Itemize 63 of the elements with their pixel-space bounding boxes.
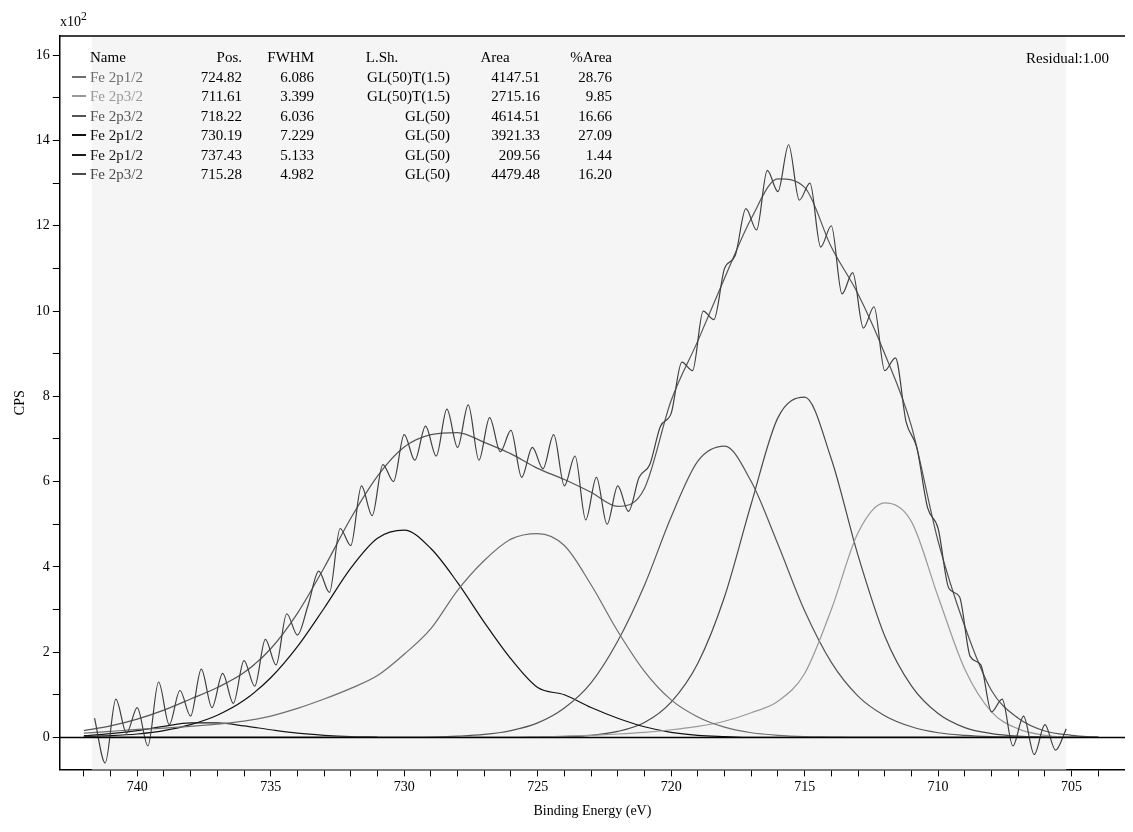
annotation: GL(50)	[404, 145, 450, 164]
annotation: 4.982	[279, 165, 314, 184]
y-axis-title: CPS	[12, 390, 28, 416]
x-tick-label: 710	[927, 779, 949, 795]
y-tick-label: 16	[35, 46, 50, 62]
y-tick-label: 0	[42, 729, 50, 745]
annotation: 3.399	[279, 87, 314, 106]
text: x10$^{2}$	[60, 10, 87, 30]
annotation: GL(50)	[404, 126, 450, 145]
y-tick-label: 2	[42, 643, 50, 659]
y-tick-label: 12	[35, 217, 50, 233]
y-tick-label: 10	[35, 302, 50, 318]
x-tick-label: 740	[126, 779, 148, 795]
legend-label: Fe 2p1/2	[90, 67, 143, 86]
legend-label: Fe 2p1/2	[90, 145, 143, 164]
x-tick-label: 720	[660, 779, 682, 795]
annotation: 1.44	[584, 145, 612, 164]
annotation: L.Sh.	[364, 48, 400, 67]
annotation: 2715.16	[490, 87, 540, 106]
annotation: FWHM	[266, 48, 314, 67]
annotation: 6.086	[279, 67, 314, 86]
annotation: 6.036	[279, 106, 314, 125]
legend-label: Fe 2p3/2	[90, 87, 143, 106]
annotation: GL(50)T(1.5)	[366, 67, 450, 86]
y-tick-label: 4	[42, 558, 50, 574]
annotation: 5.133	[279, 145, 314, 164]
x-tick-label: 705	[1061, 779, 1083, 795]
annotation: Pos.	[215, 48, 242, 67]
annotation: 16.66	[577, 106, 612, 125]
annotation: 209.56	[497, 145, 540, 164]
annotation: %Area	[569, 48, 612, 67]
annotation: 718.22	[199, 106, 242, 125]
annotation: 4479.48	[490, 165, 540, 184]
annotation: 7.229	[279, 126, 314, 145]
annotation: 27.09	[577, 126, 612, 145]
annotation: 730.19	[199, 126, 242, 145]
annotation: 3921.33	[490, 126, 540, 145]
annotation: 28.76	[577, 67, 612, 86]
y-tick-label: 8	[42, 387, 50, 403]
annotation: Residual:1.00	[1026, 50, 1109, 67]
x-axis-title: Binding Energy (eV)	[533, 803, 652, 820]
annotation: GL(50)	[404, 165, 450, 184]
annotation: 724.82	[199, 67, 242, 86]
annotation: 737.43	[199, 145, 242, 164]
annotation: 16.20	[577, 165, 612, 184]
legend-label: Fe 2p3/2	[90, 165, 143, 184]
annotation: 715.28	[199, 165, 242, 184]
legend-label: Fe 2p3/2	[90, 106, 143, 125]
annotation: GL(50)	[404, 106, 450, 125]
x-tick-label: 730	[393, 779, 415, 795]
annotation: 9.85	[584, 87, 612, 106]
annotation: 4147.51	[490, 67, 540, 86]
annotation: 4614.51	[490, 106, 540, 125]
x-tick-label: 735	[260, 779, 282, 795]
annotation: 711.61	[200, 87, 242, 106]
y-tick-label: 14	[35, 132, 50, 148]
annotation: Name	[90, 48, 127, 67]
legend-label: Fe 2p1/2	[90, 126, 143, 145]
y-tick-label: 6	[42, 473, 50, 489]
annotation: GL(50)T(1.5)	[366, 87, 450, 106]
x-tick-label: 715	[794, 779, 816, 795]
x-tick-label: 725	[527, 779, 549, 795]
annotation: Area	[479, 48, 511, 67]
